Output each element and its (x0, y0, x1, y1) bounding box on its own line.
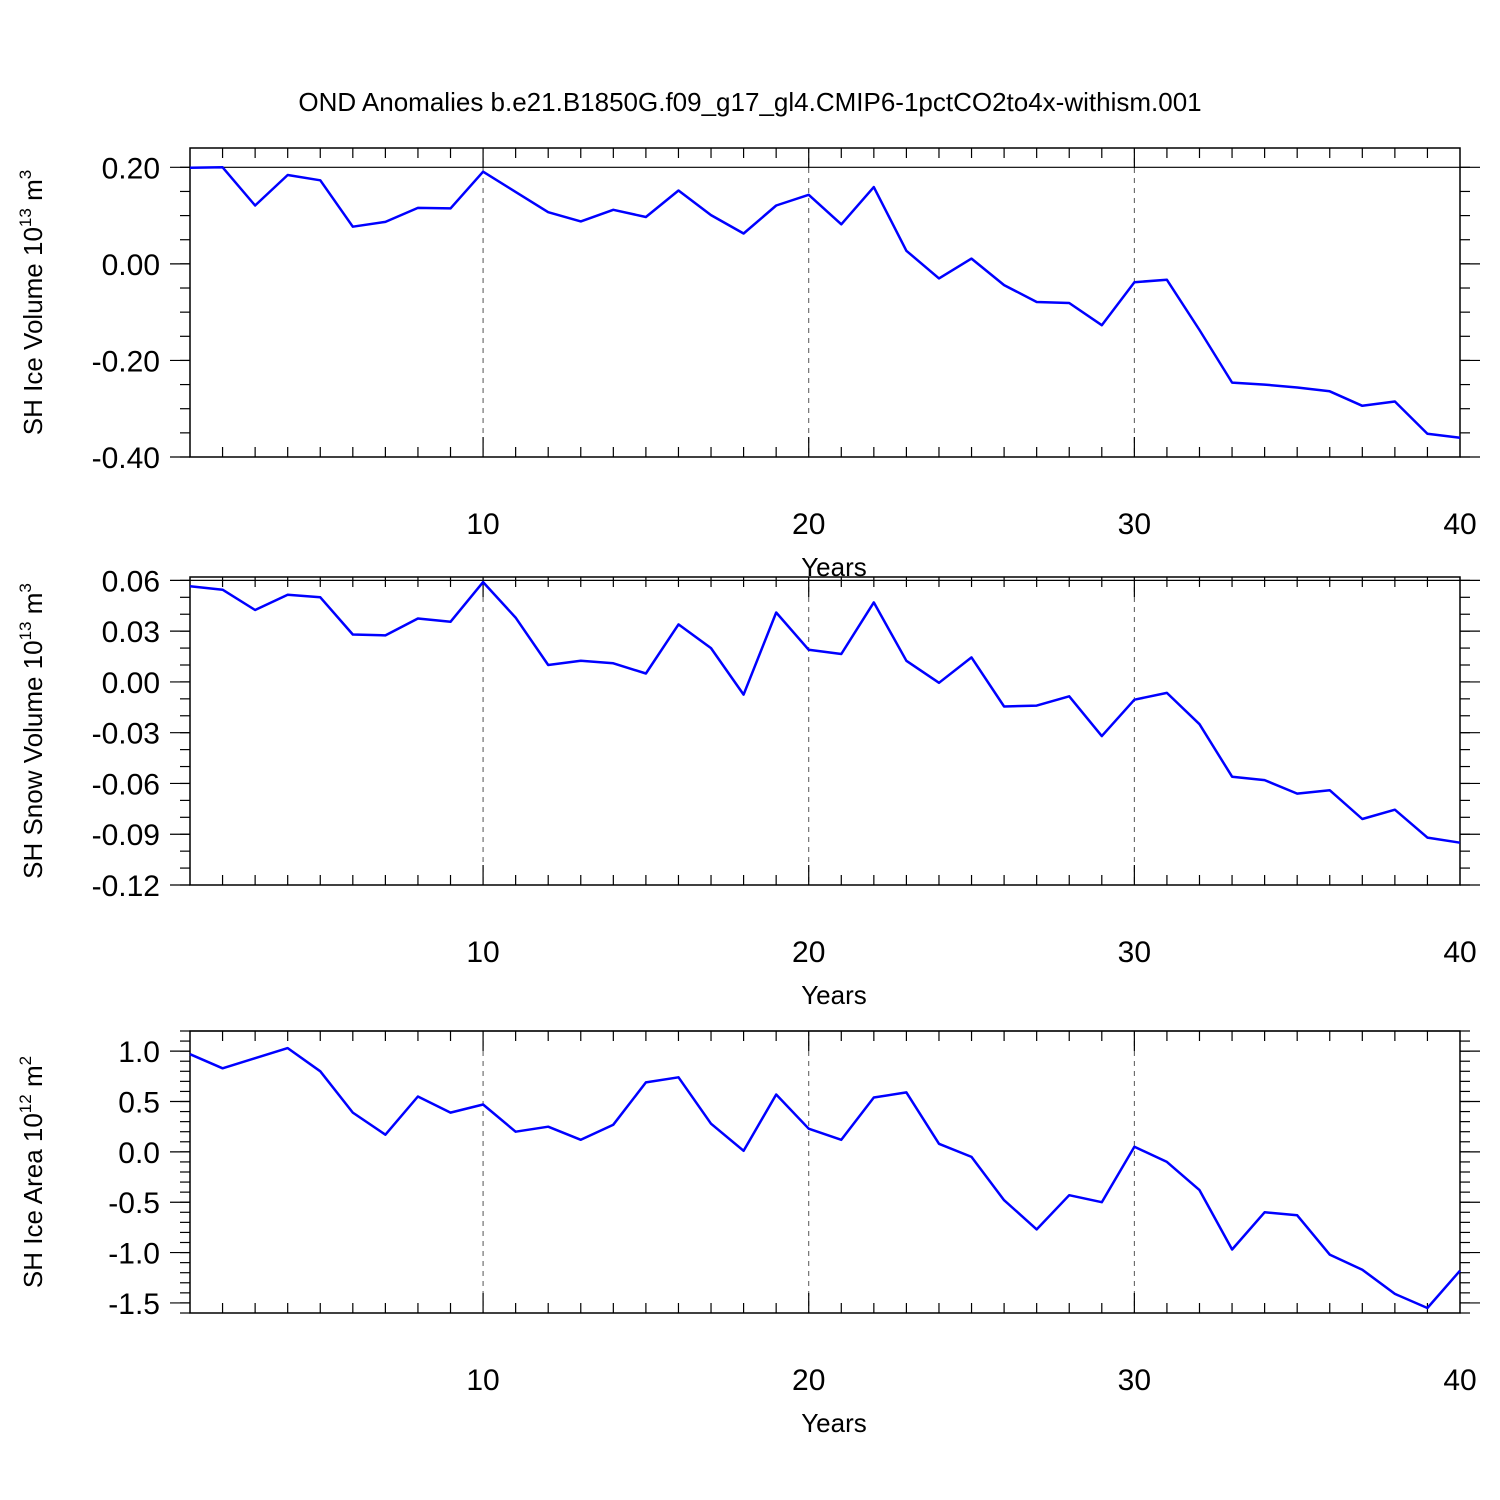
y-tick-label: 0.5 (118, 1087, 160, 1120)
y-tick-label: -0.20 (92, 345, 160, 378)
y-tick-label: 0.00 (102, 249, 160, 282)
y-tick-label: -0.09 (92, 819, 160, 852)
y-tick-label: -0.03 (92, 718, 160, 751)
x-axis-title: Years (801, 980, 867, 1010)
y-axis-title-main: SH Ice Area 10 (18, 1113, 48, 1288)
panels: -0.40 -0.20 0.00 0.20 10 20 30 40 Years SH Ice Vo… (16, 147, 1480, 1438)
y-axis-title-unit: m (18, 179, 48, 208)
y-axis-title-unit-exponent: 3 (16, 583, 35, 592)
x-tick-label: 20 (792, 1364, 825, 1397)
y-tick-label: -1.0 (108, 1238, 160, 1271)
x-tick-label: 40 (1443, 508, 1476, 541)
y-tick-label: 0.0 (118, 1137, 160, 1170)
y-axis-title-unit-exponent: 3 (16, 170, 35, 179)
y-tick-label: -0.5 (108, 1187, 160, 1220)
x-axis-title: Years (801, 1408, 867, 1438)
y-axis-title: SH Ice Area 1012 m2 (16, 1056, 48, 1288)
y-tick-label: -0.40 (92, 442, 160, 475)
panel-ice-area: -1.5 -1.0 -0.5 0.0 0.5 1.0 10 20 30 40 Years SH Ice… (16, 1030, 1480, 1438)
y-axis-title-exponent: 12 (16, 1094, 35, 1113)
x-tick-label: 30 (1118, 936, 1151, 969)
x-tick-label: 40 (1443, 936, 1476, 969)
y-axis-title-exponent: 13 (16, 621, 35, 640)
x-tick-label: 10 (466, 508, 499, 541)
y-tick-label: 0.20 (102, 152, 160, 185)
series-line-ice-volume (189, 166, 1461, 439)
y-axis-title-main: SH Snow Volume 10 (18, 640, 48, 878)
y-tick-label: 0.00 (102, 667, 160, 700)
y-axis-title-unit: m (18, 1065, 48, 1094)
x-tick-label: 20 (792, 508, 825, 541)
series-line-ice-area (189, 1046, 1461, 1310)
y-axis-title: SH Ice Volume 1013 m3 (16, 170, 48, 435)
x-tick-label: 40 (1443, 1364, 1476, 1397)
x-tick-label: 20 (792, 936, 825, 969)
y-tick-label: 1.0 (118, 1036, 160, 1069)
x-tick-label: 10 (466, 936, 499, 969)
plot-frame (189, 576, 1461, 886)
x-tick-label: 30 (1118, 508, 1151, 541)
y-tick-label: 0.03 (102, 616, 160, 649)
y-tick-label: -1.5 (108, 1288, 160, 1321)
chart-title: OND Anomalies b.e21.B1850G.f09_g17_gl4.C… (298, 87, 1201, 117)
y-axis-title-exponent: 13 (16, 208, 35, 227)
series-line-snow-volume (189, 580, 1461, 844)
panel-snow-volume: -0.12 -0.09 -0.06 -0.03 0.00 0.03 0.06 10 20 30 40… (16, 565, 1480, 1010)
y-tick-label: 0.06 (102, 565, 160, 598)
y-axis-title-main: SH Ice Volume 10 (18, 227, 48, 435)
plot-frame (189, 1030, 1461, 1314)
y-axis-title-unit: m (18, 593, 48, 622)
x-tick-label: 30 (1118, 1364, 1151, 1397)
y-axis-title-unit-exponent: 2 (16, 1056, 35, 1065)
y-tick-label: -0.06 (92, 768, 160, 801)
x-tick-label: 10 (466, 1364, 499, 1397)
y-tick-label: -0.12 (92, 870, 160, 903)
y-axis-title: SH Snow Volume 1013 m3 (16, 583, 48, 879)
plot-frame (189, 147, 1461, 458)
